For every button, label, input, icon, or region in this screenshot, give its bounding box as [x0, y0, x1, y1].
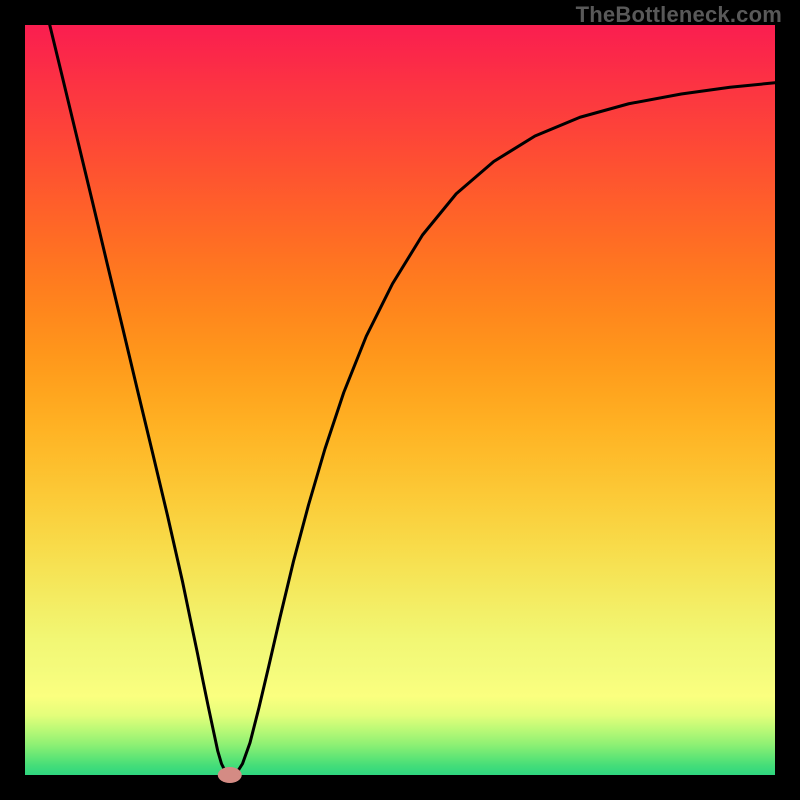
- watermark-text: TheBottleneck.com: [576, 2, 782, 28]
- optimal-point-marker: [218, 767, 242, 783]
- plot-background: [25, 25, 775, 775]
- chart-container: TheBottleneck.com: [0, 0, 800, 800]
- bottleneck-chart: [0, 0, 800, 800]
